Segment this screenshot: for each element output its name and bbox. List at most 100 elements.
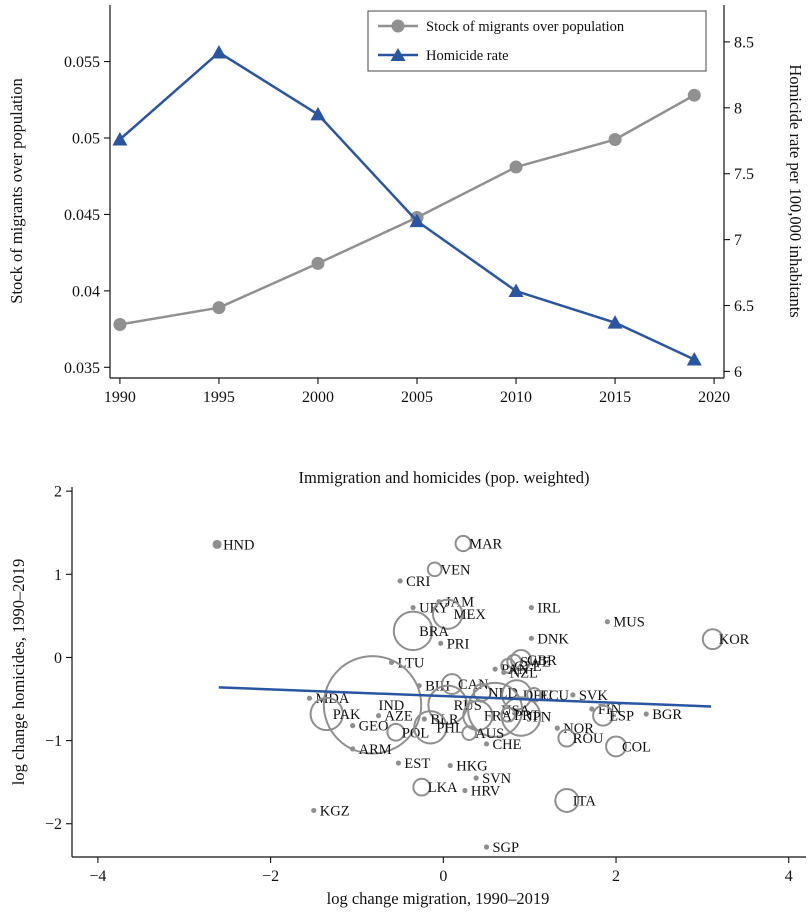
migrant-stock-point — [113, 317, 127, 331]
country-point — [500, 657, 516, 674]
scatter-y-tick-label: 0 — [54, 650, 62, 667]
country-point — [311, 807, 317, 814]
country-point — [554, 787, 580, 813]
top-series — [112, 44, 702, 366]
scatter-x-tick-label: −2 — [262, 868, 279, 885]
scatter-x-axis-label: log change migration, 1990–2019 — [327, 889, 550, 908]
country-point — [467, 681, 524, 738]
country-point — [412, 777, 432, 797]
country-label: PRI — [447, 636, 470, 652]
country-label: PRT — [514, 708, 540, 724]
country-point — [212, 539, 222, 549]
country-label: AZE — [385, 709, 413, 725]
legend-label-migrants: Stock of migrants over population — [426, 19, 625, 35]
legend-box — [367, 10, 707, 72]
top-x-tick-label: 2000 — [302, 389, 334, 406]
country-point — [473, 775, 479, 781]
country-label: IRL — [537, 601, 560, 617]
country-point — [322, 655, 423, 755]
country-point — [554, 725, 560, 731]
scatter-y-axis-label: log change homicides, 1990–2019 — [9, 559, 28, 785]
country-label: HKG — [456, 759, 488, 775]
country-point — [605, 735, 627, 758]
country-point — [589, 706, 595, 712]
scatter-y-ticks: −2 −1 0 1 2 — [45, 484, 72, 833]
top-y-tick-label: 0.035 — [64, 360, 100, 377]
country-label: JAM — [445, 595, 474, 611]
top-x-tick-label: 2020 — [698, 389, 730, 406]
homicide-rate-point — [112, 131, 128, 146]
top-right-y-axis-label: Homicide rate per 100,000 inhabitants — [786, 64, 805, 317]
country-label: CHE — [492, 737, 521, 753]
homicide-rate-point — [508, 283, 524, 298]
country-point — [438, 640, 444, 646]
legend-label-homicide: Homicide rate — [426, 48, 509, 64]
country-point — [375, 713, 382, 719]
scatter-y-tick-label: 1 — [54, 567, 62, 584]
fit-line — [218, 686, 712, 708]
top-right-y-ticks: 6 6.5 7 7.5 8 8.5 — [724, 34, 754, 381]
country-point — [386, 722, 406, 742]
homicide-rate-point — [686, 352, 702, 366]
country-label: GEO — [359, 719, 389, 735]
country-point — [483, 844, 490, 850]
legend-marker-migrants — [391, 19, 405, 33]
country-point — [426, 561, 443, 578]
country-label: HND — [223, 537, 254, 553]
country-point — [643, 711, 649, 717]
country-point — [510, 648, 532, 671]
country-point — [309, 696, 344, 732]
country-point — [397, 578, 403, 584]
country-point — [432, 598, 464, 630]
country-label: CAN — [458, 677, 489, 693]
country-label: IND — [379, 698, 405, 714]
top-y2-tick-label: 6.5 — [734, 298, 754, 315]
country-label: JPN — [527, 709, 552, 725]
top-y-tick-label: 0.05 — [72, 130, 100, 147]
country-label: NOR — [563, 721, 594, 737]
country-point — [350, 746, 356, 752]
country-label: BGR — [652, 707, 682, 723]
migrant-stock-point — [509, 160, 523, 174]
scatter-axes — [71, 487, 806, 858]
top-y-tick-label: 0.04 — [72, 283, 100, 300]
country-point — [447, 762, 453, 769]
country-point — [492, 666, 498, 672]
country-label: ROU — [573, 731, 604, 747]
top-x-tick-label: 2015 — [599, 389, 631, 406]
top-left-y-ticks: 0.035 0.04 0.045 0.05 0.055 — [64, 54, 110, 377]
country-label: PAK — [333, 707, 361, 723]
country-label: HRV — [471, 783, 501, 799]
country-point — [421, 716, 427, 722]
homicide-rate-point — [409, 213, 425, 228]
top-y2-tick-label: 6 — [734, 364, 742, 381]
top-x-tick-label: 1995 — [203, 389, 235, 406]
top-line-chart: 1990 1995 2000 2005 2010 2015 2020 0.0350.040.… — [7, 5, 805, 406]
scatter-x-ticks: −4 −2 0 2 4 — [89, 857, 793, 885]
fit-line-group — [218, 686, 712, 708]
homicide-rate-point — [211, 44, 227, 59]
country-label: DNK — [537, 631, 569, 647]
country-label: PHL — [436, 720, 463, 736]
country-label: LTU — [398, 655, 425, 671]
scatter-y-tick-label: −2 — [45, 816, 62, 833]
country-label: ARM — [359, 742, 392, 758]
legend: Stock of migrants over population Homici… — [367, 10, 707, 72]
country-point — [604, 619, 610, 625]
country-point — [462, 787, 468, 794]
country-point — [501, 679, 533, 711]
country-label: CRI — [406, 574, 430, 590]
top-y2-tick-label: 8 — [734, 100, 742, 117]
migrant-stock-point — [687, 88, 701, 102]
scatter-x-tick-label: 0 — [439, 868, 447, 885]
country-label: SVK — [579, 688, 609, 704]
country-point — [461, 725, 478, 741]
country-point — [462, 700, 494, 732]
scatter-x-tick-label: −4 — [89, 868, 106, 885]
scatter-title: Immigration and homicides (pop. weighted… — [299, 468, 590, 487]
country-label: MEX — [454, 607, 487, 623]
country-label: LKA — [428, 780, 458, 796]
